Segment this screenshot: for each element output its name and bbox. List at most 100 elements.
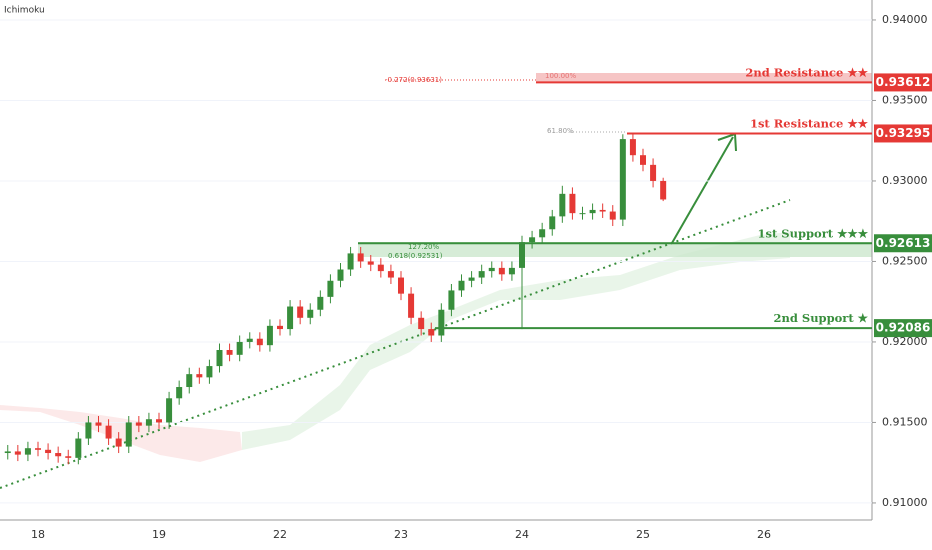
cloud-green [242, 232, 790, 450]
y-tick-label: 0.94000 [882, 13, 928, 26]
trend-line [0, 199, 791, 489]
candle-body [458, 280, 465, 291]
price-tag-label: 0.92086 [876, 321, 931, 335]
candle-body [468, 277, 475, 281]
level-label: 1st Support ★★★ [757, 226, 868, 240]
fib-label: 127.20% [408, 243, 439, 251]
fib-label: 100.00% [545, 72, 576, 80]
candle-body [619, 139, 626, 220]
candle-body [498, 267, 505, 275]
candle-body [609, 211, 616, 220]
candle-body [549, 216, 556, 230]
y-tick-label: 0.93000 [882, 174, 928, 187]
chart-title: Ichimoku [4, 6, 45, 16]
candle-body [438, 309, 445, 336]
candle-body [125, 422, 132, 447]
x-tick-label: 23 [394, 528, 408, 541]
candle-body [196, 374, 203, 378]
candle-body [428, 329, 435, 336]
candle-body [448, 290, 455, 310]
price-tag [874, 124, 932, 143]
candle-body [145, 419, 152, 426]
candle-body [186, 374, 193, 388]
price-tag [874, 234, 932, 253]
candle-body [266, 325, 273, 346]
price-tag-label: 0.93612 [876, 75, 931, 89]
candle-body [135, 422, 142, 426]
candle-body [650, 164, 657, 181]
candle-body [166, 398, 173, 423]
candle-body [35, 448, 41, 450]
projection-arrow [671, 136, 734, 244]
candle-body [589, 209, 596, 214]
candle-body [55, 453, 62, 457]
x-tick-label: 18 [31, 528, 45, 541]
candle-body [277, 325, 283, 330]
candle-body [226, 349, 233, 355]
y-tick-label: 0.93500 [882, 93, 928, 106]
candle-body [236, 341, 243, 355]
candle-body [357, 253, 364, 262]
candle-body [85, 422, 92, 439]
candle-body [287, 306, 294, 330]
candle-body [508, 267, 515, 275]
candle-body [559, 193, 566, 217]
x-tick-label: 19 [152, 528, 166, 541]
price-tag-label: 0.92613 [876, 236, 931, 250]
candle-body [539, 229, 546, 238]
y-tick-label: 0.92000 [882, 335, 928, 348]
candle-body [347, 253, 354, 270]
candle-body [14, 451, 21, 455]
candle-body [4, 451, 11, 454]
candle-body [246, 338, 253, 342]
y-tick-label: 0.91000 [882, 496, 928, 509]
candle-body [297, 306, 304, 318]
candle-body [115, 438, 122, 447]
candle-body [377, 264, 384, 272]
candle-body [337, 269, 344, 281]
x-tick-label: 24 [515, 528, 529, 541]
price-tag [874, 73, 932, 92]
candle-body [65, 456, 72, 458]
candle-body [216, 349, 223, 367]
fib-label: 61.80% [547, 127, 574, 135]
candle-body [579, 213, 586, 215]
y-tick-label: 0.92500 [882, 254, 928, 267]
candle-body [640, 155, 646, 165]
price-tag-label: 0.93295 [876, 126, 931, 140]
x-tick-label: 26 [757, 528, 771, 541]
candle-body [367, 261, 374, 265]
candle-body [75, 438, 82, 458]
candle-body [24, 448, 31, 455]
candle-body [629, 139, 636, 156]
candle-body [256, 338, 263, 346]
candle-body [45, 449, 52, 454]
level-label: 1st Resistance ★★ [750, 116, 869, 130]
support-zone [358, 242, 872, 257]
candle-body [387, 271, 394, 278]
candle-body [418, 317, 425, 330]
candle-body [398, 277, 404, 294]
y-tick-label: 0.91500 [882, 415, 928, 428]
candle-body [206, 366, 213, 378]
fib-label: 0.618(0.92531) [388, 252, 443, 260]
candle-body [519, 242, 525, 268]
candle-body [307, 309, 314, 318]
candle-body [327, 280, 334, 297]
candle-body [569, 193, 576, 214]
level-label: 2nd Resistance ★★ [745, 65, 868, 79]
candle-body [660, 180, 667, 200]
resistance-zone [536, 73, 872, 83]
ichimoku-cloud [0, 232, 790, 462]
candle-body [408, 293, 415, 318]
candle-body [176, 387, 183, 399]
candle-body [488, 267, 495, 272]
cloud-red [0, 405, 242, 462]
x-tick-label: 22 [273, 528, 287, 541]
candle-body [599, 209, 606, 212]
candle-body [156, 419, 162, 423]
fib-label: -0.272(0.93631) [385, 76, 442, 84]
level-label: 2nd Support ★ [773, 311, 868, 325]
candle-body [105, 425, 112, 439]
